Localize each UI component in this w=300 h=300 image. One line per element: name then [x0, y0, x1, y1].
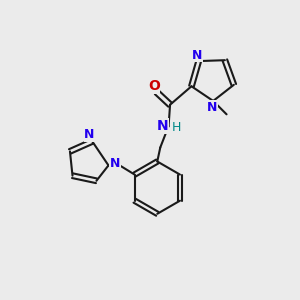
Text: H: H: [172, 121, 182, 134]
Text: O: O: [148, 79, 160, 93]
Text: N: N: [110, 157, 120, 169]
Text: N: N: [206, 101, 217, 114]
Text: N: N: [192, 49, 202, 62]
Text: N: N: [84, 128, 94, 141]
Text: N: N: [157, 119, 169, 133]
